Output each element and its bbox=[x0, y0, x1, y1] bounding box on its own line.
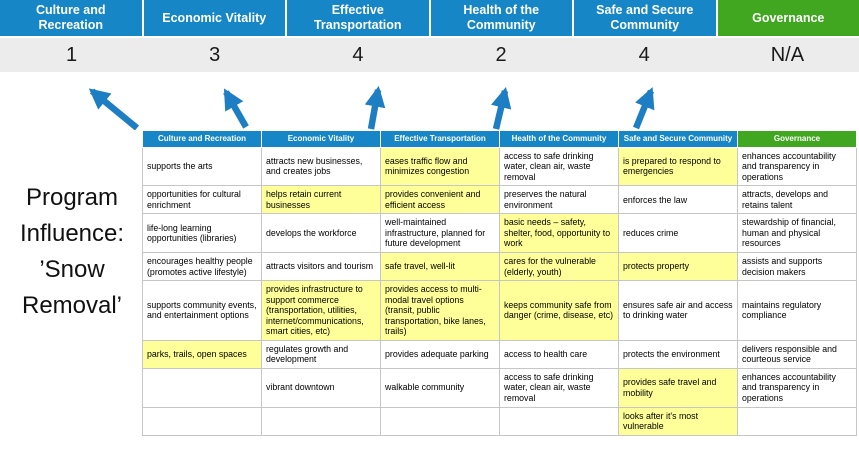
table-cell: provides access to multi-modal travel op… bbox=[380, 280, 500, 341]
table-cell: maintains regulatory compliance bbox=[737, 280, 857, 341]
table-cell: supports community events, and entertain… bbox=[142, 280, 262, 341]
table-cell: enhances accountability and transparency… bbox=[737, 146, 857, 187]
table-cell: attracts new businesses, and creates job… bbox=[261, 146, 381, 187]
table-cell: provides infrastructure to support comme… bbox=[261, 280, 381, 341]
score-effective-transportation: 4 bbox=[352, 43, 364, 66]
score-culture-and-recreation: 1 bbox=[66, 43, 78, 66]
table-cell: safe travel, well-lit bbox=[380, 251, 500, 282]
table-cell bbox=[499, 406, 619, 436]
table-row: vibrant downtown walkable community access… bbox=[142, 367, 857, 408]
table-cell bbox=[142, 367, 262, 408]
matrix-header-cell: Effective Transportation bbox=[380, 130, 500, 148]
table-cell: is prepared to respond to emergencies bbox=[618, 146, 738, 187]
table-cell: enforces the law bbox=[618, 185, 738, 215]
matrix-header-cell: Health of the Community bbox=[499, 130, 619, 148]
table-cell: keeps community safe from danger (crime,… bbox=[499, 280, 619, 341]
table-row: encourages healthy people (promotes acti… bbox=[142, 251, 857, 282]
table-cell: access to safe drinking water, clean air… bbox=[499, 367, 619, 408]
table-cell: provides adequate parking bbox=[380, 339, 500, 369]
influence-arrow-4 bbox=[491, 86, 512, 130]
table-cell: looks after it's most vulnerable bbox=[618, 406, 738, 436]
table-cell bbox=[261, 406, 381, 436]
matrix-header-cell: Economic Vitality bbox=[261, 130, 381, 148]
table-cell: reduces crime bbox=[618, 213, 738, 253]
score-governance: N/A bbox=[770, 43, 805, 66]
table-cell: develops the workforce bbox=[261, 213, 381, 253]
table-cell: life-long learning opportunities (librar… bbox=[142, 213, 262, 253]
table-cell: eases traffic flow and minimizes congest… bbox=[380, 146, 500, 187]
table-cell: helps retain current businesses bbox=[261, 185, 381, 215]
matrix-header-row: Culture and Recreation Economic Vitality E… bbox=[142, 130, 857, 148]
category-header-safe-and-secure-community: Safe and Secure Community bbox=[574, 0, 716, 36]
category-header-governance: Governance bbox=[717, 0, 859, 36]
table-row: supports community events, and entertain… bbox=[142, 280, 857, 341]
matrix-header-cell: Safe and Secure Community bbox=[618, 130, 738, 148]
table-cell: parks, trails, open spaces bbox=[142, 339, 262, 369]
table-cell: preserves the natural environment bbox=[499, 185, 619, 215]
table-cell: basic needs – safety, shelter, food, opp… bbox=[499, 213, 619, 253]
influence-matrix-table: Culture and Recreation Economic Vitality E… bbox=[142, 130, 857, 436]
influence-arrow-3 bbox=[364, 85, 386, 130]
category-header-health-of-the-community: Health of the Community bbox=[430, 0, 572, 36]
table-row: parks, trails, open spaces regulates grow… bbox=[142, 339, 857, 369]
category-header-row: Culture and Recreation Economic Vitality… bbox=[0, 0, 859, 36]
table-cell: cares for the vulnerable (elderly, youth… bbox=[499, 251, 619, 282]
table-cell bbox=[142, 406, 262, 436]
table-cell: attracts, develops and retains talent bbox=[737, 185, 857, 215]
matrix-header-cell: Culture and Recreation bbox=[142, 130, 262, 148]
table-cell bbox=[737, 406, 857, 436]
table-cell: delivers responsible and courteous servi… bbox=[737, 339, 857, 369]
table-row: looks after it's most vulnerable bbox=[142, 406, 857, 436]
table-cell: well-maintained infrastructure, planned … bbox=[380, 213, 500, 253]
category-header-effective-transportation: Effective Transportation bbox=[287, 0, 429, 36]
table-cell: encourages healthy people (promotes acti… bbox=[142, 251, 262, 282]
table-cell: walkable community bbox=[380, 367, 500, 408]
score-row: 1 3 4 2 4 N/A bbox=[0, 38, 859, 72]
table-cell: protects property bbox=[618, 251, 738, 282]
score-safe-and-secure-community: 4 bbox=[638, 43, 650, 66]
table-cell: assists and supports decision makers bbox=[737, 251, 857, 282]
table-cell: opportunities for cultural enrichment bbox=[142, 185, 262, 215]
table-cell: ensures safe air and access to drinking … bbox=[618, 280, 738, 341]
table-cell: access to health care bbox=[499, 339, 619, 369]
category-header-economic-vitality: Economic Vitality bbox=[143, 0, 285, 36]
table-cell: regulates growth and development bbox=[261, 339, 381, 369]
matrix-header-cell: Governance bbox=[737, 130, 857, 148]
table-cell: provides convenient and efficient access bbox=[380, 185, 500, 215]
influence-arrow-5 bbox=[632, 87, 655, 130]
table-row: supports the arts attracts new businesses… bbox=[142, 146, 857, 187]
table-cell: protects the environment bbox=[618, 339, 738, 369]
table-cell: supports the arts bbox=[142, 146, 262, 187]
table-cell bbox=[380, 406, 500, 436]
score-economic-vitality: 3 bbox=[209, 43, 221, 66]
table-cell: vibrant downtown bbox=[261, 367, 381, 408]
table-row: opportunities for cultural enrichment hel… bbox=[142, 185, 857, 215]
table-row: life-long learning opportunities (librar… bbox=[142, 213, 857, 253]
table-cell: attracts visitors and tourism bbox=[261, 251, 381, 282]
program-influence-label: Program Influence: ’Snow Removal’ bbox=[19, 184, 125, 319]
table-cell: provides safe travel and mobility bbox=[618, 367, 738, 408]
table-cell: access to safe drinking water, clean air… bbox=[499, 146, 619, 187]
score-health-of-the-community: 2 bbox=[495, 43, 507, 66]
table-cell: enhances accountability and transparency… bbox=[737, 367, 857, 408]
table-cell: stewardship of financial, human and phys… bbox=[737, 213, 857, 253]
category-header-culture-and-recreation: Culture and Recreation bbox=[0, 0, 142, 36]
influence-arrows bbox=[88, 85, 655, 130]
influence-arrow-1 bbox=[88, 88, 140, 130]
influence-arrow-2 bbox=[223, 88, 249, 129]
